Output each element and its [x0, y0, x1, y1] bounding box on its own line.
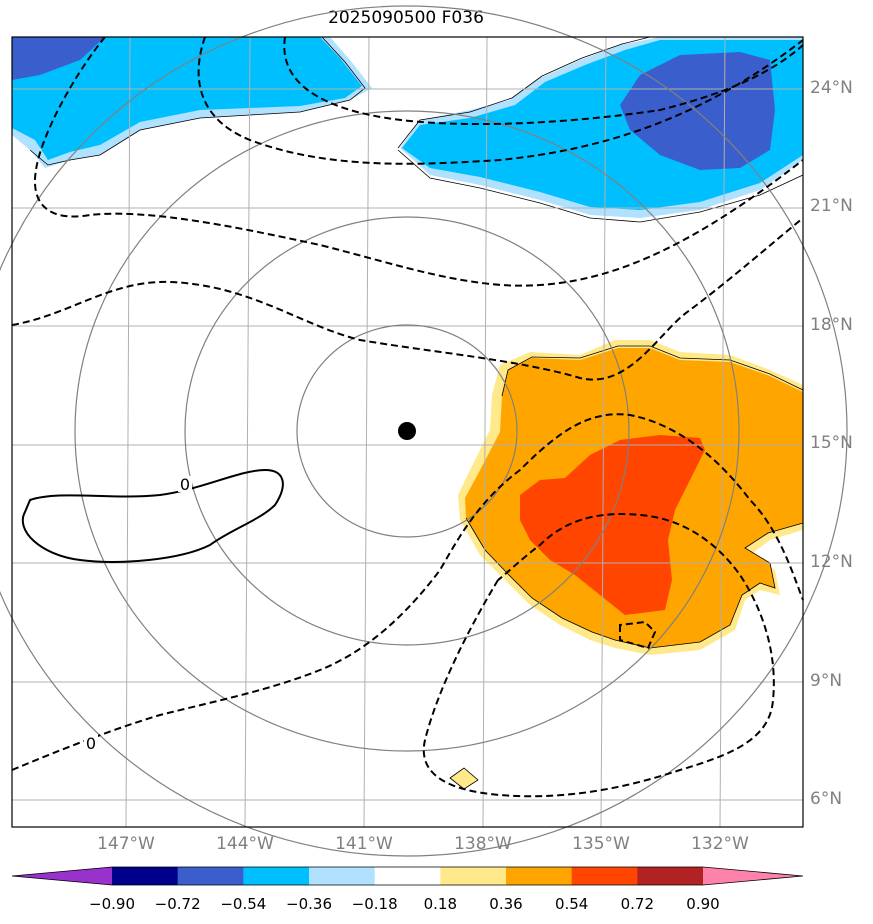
- lat-label-9n: 9°N: [810, 671, 843, 691]
- lon-label-147w: 147°W: [97, 834, 155, 854]
- colorbar-swatch: [374, 867, 441, 885]
- colorbar-swatch: [112, 867, 179, 885]
- colorbar-tick-label: 0.36: [489, 895, 523, 913]
- graticule: [12, 36, 803, 828]
- colorbar-tick-label: −0.72: [154, 895, 201, 913]
- colorbar-swatch: [243, 867, 310, 885]
- colorbar-extend-min: [12, 867, 112, 885]
- contour-label-dashed: 0: [86, 734, 96, 753]
- dashed-contours: [11, 36, 804, 798]
- colorbar-swatch: [177, 867, 244, 885]
- colorbar-swatch: [506, 867, 573, 885]
- lat-label-18n: 18°N: [810, 315, 853, 335]
- colorbar-tick-label: 0.72: [620, 895, 655, 913]
- zero-contour-solid: [22, 468, 284, 563]
- colorbar-swatch: [309, 867, 376, 885]
- lon-label-138w: 138°W: [454, 834, 512, 854]
- colorbar-tick-label: 0.90: [686, 895, 720, 913]
- map-frame: [11, 36, 804, 828]
- storm-center-marker: [398, 422, 416, 440]
- colorbar-swatch: [440, 867, 507, 885]
- positive-region-core: [520, 435, 705, 615]
- colorbar-outline: [11, 866, 804, 886]
- lon-label-132w: 132°W: [691, 834, 749, 854]
- negative-region-northwest-core: [12, 37, 362, 160]
- lat-label-15n: 15°N: [810, 433, 853, 453]
- colorbar-tick-label: −0.36: [286, 895, 332, 913]
- negative-region-northwest-deep: [12, 37, 105, 80]
- positive-region-island: [449, 767, 479, 790]
- colorbar: [11, 866, 804, 886]
- colorbar-swatch: [571, 867, 638, 885]
- lat-label-12n: 12°N: [810, 552, 853, 572]
- colorbar-tick-label: −0.54: [220, 895, 267, 913]
- lon-label-141w: 141°W: [335, 834, 393, 854]
- colorbar-tick-label: 0.18: [423, 895, 458, 913]
- colorbar-tick-label: 0.54: [554, 895, 589, 913]
- lon-label-144w: 144°W: [216, 834, 274, 854]
- colorbar-tick-label: −0.18: [351, 895, 398, 913]
- colorbar-tick-label: −0.90: [89, 895, 135, 913]
- range-rings: [0, 5, 848, 857]
- map-plot-area: [0, 5, 848, 857]
- lat-label-21n: 21°N: [810, 196, 853, 216]
- contour-label-solid: 0: [180, 475, 190, 494]
- colorbar-extend-max: [703, 867, 803, 885]
- colorbar-swatch: [637, 867, 704, 885]
- map-title: 2025090500 F036: [328, 8, 484, 28]
- lat-label-6n: 6°N: [810, 789, 843, 809]
- lat-label-24n: 24°N: [810, 78, 853, 98]
- lon-label-135w: 135°W: [572, 834, 630, 854]
